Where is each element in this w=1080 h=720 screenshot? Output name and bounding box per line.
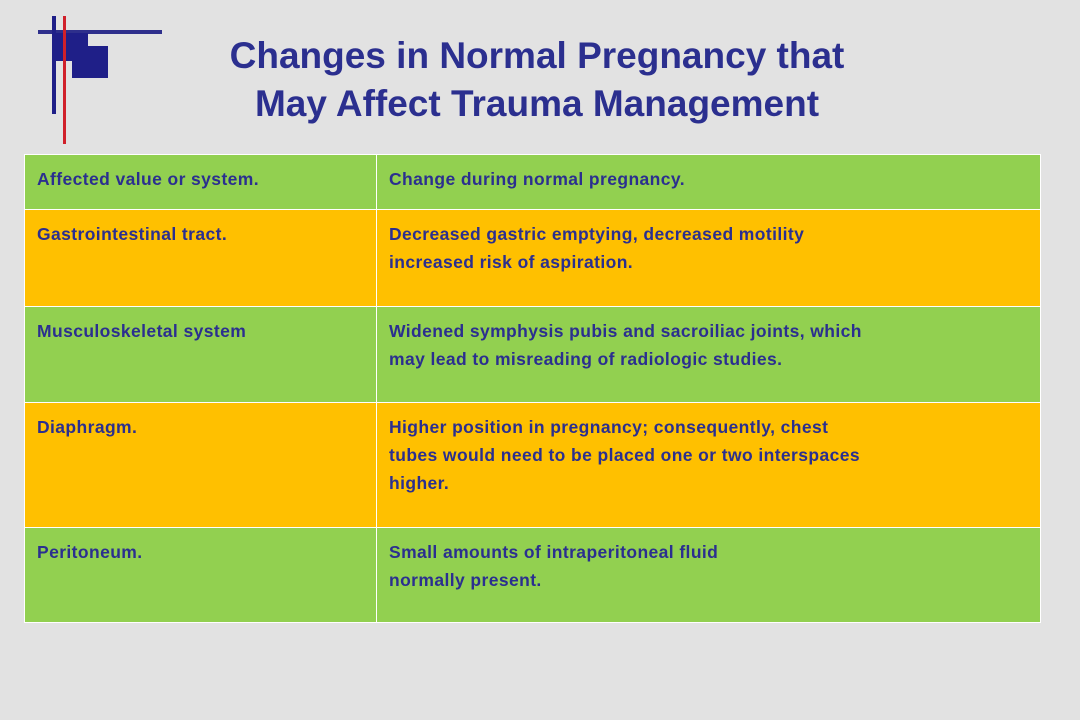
pregnancy-changes-table: Affected value or system. Change during …: [24, 154, 1041, 623]
logo-vertical-red-line: [63, 16, 66, 144]
slide-title-line-2: May Affect Trauma Management: [254, 83, 820, 124]
logo-mark-icon: [0, 0, 170, 144]
cell-change: Small amounts of intraperitoneal fluid n…: [376, 527, 1041, 623]
table-header-row: Affected value or system. Change during …: [24, 154, 1041, 210]
cell-system: Peritoneum.: [24, 527, 377, 623]
table-row: Peritoneum. Small amounts of intraperito…: [24, 527, 1041, 623]
table-row: Diaphragm. Higher position in pregnancy;…: [24, 402, 1041, 528]
cell-system: Diaphragm.: [24, 402, 377, 528]
logo-horizontal-bar: [38, 30, 162, 34]
logo-square-lower: [72, 46, 108, 78]
cell-change: Higher position in pregnancy; consequent…: [376, 402, 1041, 528]
cell-system: Gastrointestinal tract.: [24, 209, 377, 307]
slide-title-line-1: Changes in Normal Pregnancy that: [229, 35, 845, 76]
header-affected-system: Affected value or system.: [24, 154, 377, 210]
table-row: Musculoskeletal system Widened symphysis…: [24, 306, 1041, 403]
logo-vertical-blue-line: [52, 16, 56, 114]
slide-title: Changes in Normal Pregnancy that May Aff…: [120, 32, 954, 128]
cell-change: Widened symphysis pubis and sacroiliac j…: [376, 306, 1041, 403]
cell-system: Musculoskeletal system: [24, 306, 377, 403]
header-change: Change during normal pregnancy.: [376, 154, 1041, 210]
cell-change: Decreased gastric emptying, decreased mo…: [376, 209, 1041, 307]
table-row: Gastrointestinal tract. Decreased gastri…: [24, 209, 1041, 307]
